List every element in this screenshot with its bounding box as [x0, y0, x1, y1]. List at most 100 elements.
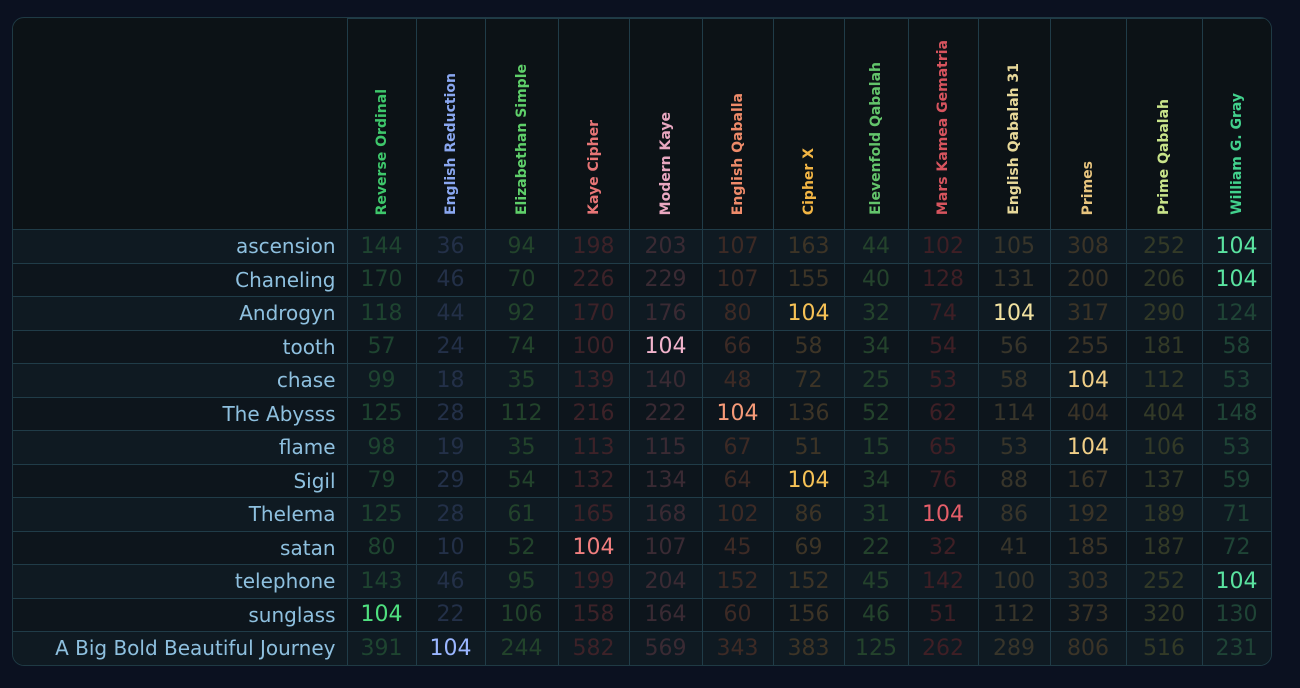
phrase-cell[interactable]: The Abysss [13, 396, 348, 431]
value-cell[interactable]: 32 [907, 530, 979, 565]
value-cell[interactable]: 28 [415, 396, 486, 431]
value-cell[interactable]: 255 [1049, 329, 1127, 364]
phrase-cell[interactable]: Sigil [13, 463, 348, 498]
value-cell[interactable]: 383 [772, 631, 845, 665]
value-cell[interactable]: 143 [346, 564, 417, 599]
value-cell[interactable]: 128 [907, 262, 979, 297]
cipher-header-primes[interactable]: Primes [1049, 18, 1127, 230]
value-cell[interactable]: 170 [346, 262, 417, 297]
value-cell[interactable]: 112 [977, 597, 1051, 632]
value-cell[interactable]: 156 [772, 597, 845, 632]
value-cell[interactable]: 25 [843, 363, 909, 398]
value-cell[interactable]: 35 [484, 430, 559, 465]
value-cell[interactable]: 244 [484, 631, 559, 665]
value-cell[interactable]: 404 [1049, 396, 1127, 431]
value-cell[interactable]: 53 [1201, 430, 1271, 465]
phrase-cell[interactable]: tooth [13, 329, 348, 364]
value-cell[interactable]: 60 [701, 597, 774, 632]
cipher-header-reverse-ordinal[interactable]: Reverse Ordinal [346, 18, 417, 230]
value-cell[interactable]: 516 [1125, 631, 1203, 665]
value-cell-match[interactable]: 104 [977, 296, 1051, 331]
value-cell[interactable]: 167 [1049, 463, 1127, 498]
cipher-header-william-g-gray[interactable]: William G. Gray [1201, 18, 1271, 230]
value-cell[interactable]: 170 [557, 296, 630, 331]
value-cell[interactable]: 181 [1125, 329, 1203, 364]
value-cell[interactable]: 222 [628, 396, 703, 431]
value-cell[interactable]: 67 [701, 430, 774, 465]
value-cell[interactable]: 80 [346, 530, 417, 565]
value-cell[interactable]: 66 [701, 329, 774, 364]
value-cell[interactable]: 112 [484, 396, 559, 431]
value-cell[interactable]: 76 [907, 463, 979, 498]
value-cell[interactable]: 58 [772, 329, 845, 364]
value-cell[interactable]: 53 [1201, 363, 1271, 398]
value-cell[interactable]: 44 [415, 296, 486, 331]
value-cell[interactable]: 72 [772, 363, 845, 398]
value-cell[interactable]: 252 [1125, 564, 1203, 599]
value-cell[interactable]: 158 [557, 597, 630, 632]
value-cell[interactable]: 74 [484, 329, 559, 364]
value-cell[interactable]: 92 [484, 296, 559, 331]
value-cell[interactable]: 18 [415, 363, 486, 398]
value-cell[interactable]: 80 [701, 296, 774, 331]
value-cell[interactable]: 54 [907, 329, 979, 364]
value-cell[interactable]: 58 [1201, 329, 1271, 364]
value-cell[interactable]: 86 [977, 497, 1051, 532]
value-cell[interactable]: 28 [415, 497, 486, 532]
value-cell-match[interactable]: 104 [1049, 430, 1127, 465]
value-cell[interactable]: 24 [415, 329, 486, 364]
value-cell[interactable]: 98 [346, 430, 417, 465]
value-cell[interactable]: 229 [628, 262, 703, 297]
value-cell[interactable]: 34 [843, 463, 909, 498]
value-cell[interactable]: 95 [484, 564, 559, 599]
value-cell[interactable]: 70 [484, 262, 559, 297]
value-cell[interactable]: 53 [977, 430, 1051, 465]
value-cell-match[interactable]: 104 [1201, 564, 1271, 599]
value-cell[interactable]: 61 [484, 497, 559, 532]
value-cell[interactable]: 114 [977, 396, 1051, 431]
value-cell[interactable]: 289 [977, 631, 1051, 665]
value-cell[interactable]: 198 [557, 229, 630, 264]
value-cell[interactable]: 144 [346, 229, 417, 264]
value-cell[interactable]: 52 [484, 530, 559, 565]
cipher-header-prime-qabalah[interactable]: Prime Qabalah [1125, 18, 1203, 230]
value-cell[interactable]: 200 [1049, 262, 1127, 297]
value-cell[interactable]: 125 [843, 631, 909, 665]
phrase-cell[interactable]: A Big Bold Beautiful Journey [13, 631, 348, 665]
value-cell[interactable]: 176 [628, 296, 703, 331]
value-cell[interactable]: 252 [1125, 229, 1203, 264]
value-cell[interactable]: 69 [772, 530, 845, 565]
value-cell[interactable]: 187 [1125, 530, 1203, 565]
value-cell-match[interactable]: 104 [772, 296, 845, 331]
value-cell[interactable]: 107 [701, 262, 774, 297]
cipher-header-english-qabalah-31[interactable]: English Qabalah 31 [977, 18, 1051, 230]
value-cell[interactable]: 124 [1201, 296, 1271, 331]
value-cell[interactable]: 569 [628, 631, 703, 665]
value-cell[interactable]: 204 [628, 564, 703, 599]
value-cell[interactable]: 806 [1049, 631, 1127, 665]
value-cell[interactable]: 46 [415, 564, 486, 599]
value-cell-match[interactable]: 104 [557, 530, 630, 565]
value-cell[interactable]: 94 [484, 229, 559, 264]
value-cell[interactable]: 57 [346, 329, 417, 364]
phrase-cell[interactable]: satan [13, 530, 348, 565]
cipher-header-elevenfold-qabalah[interactable]: Elevenfold Qabalah [843, 18, 909, 230]
value-cell[interactable]: 45 [701, 530, 774, 565]
value-cell[interactable]: 134 [628, 463, 703, 498]
phrase-cell[interactable]: flame [13, 430, 348, 465]
value-cell-match[interactable]: 104 [772, 463, 845, 498]
value-cell[interactable]: 262 [907, 631, 979, 665]
value-cell[interactable]: 64 [701, 463, 774, 498]
value-cell[interactable]: 113 [557, 430, 630, 465]
value-cell[interactable]: 65 [907, 430, 979, 465]
value-cell[interactable]: 51 [907, 597, 979, 632]
value-cell[interactable]: 152 [772, 564, 845, 599]
value-cell[interactable]: 51 [772, 430, 845, 465]
value-cell[interactable]: 136 [772, 396, 845, 431]
value-cell[interactable]: 343 [701, 631, 774, 665]
value-cell[interactable]: 155 [772, 262, 845, 297]
value-cell[interactable]: 56 [977, 329, 1051, 364]
value-cell[interactable]: 46 [843, 597, 909, 632]
value-cell[interactable]: 15 [843, 430, 909, 465]
value-cell[interactable]: 74 [907, 296, 979, 331]
